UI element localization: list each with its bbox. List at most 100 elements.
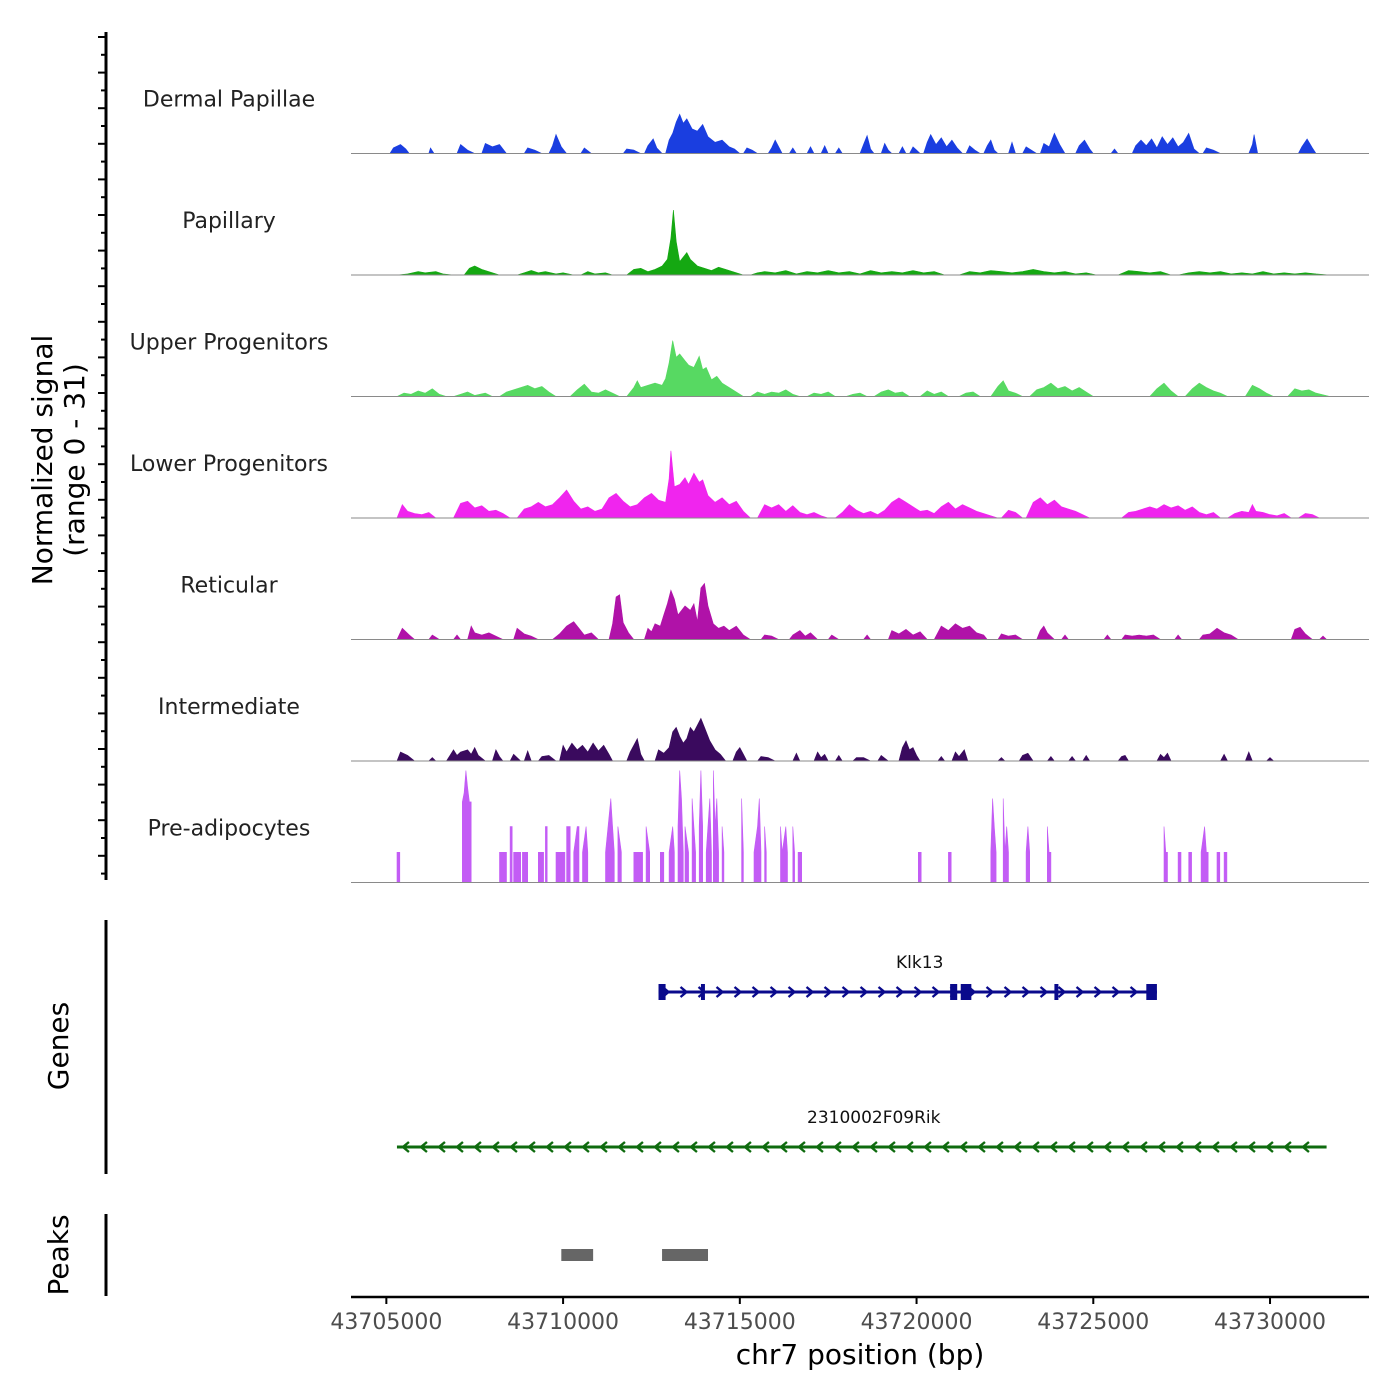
strand-arrow [1067,1141,1076,1153]
strand-arrow [1157,1141,1166,1153]
track-label: Lower Progenitors [130,452,328,477]
strand-arrow [1057,986,1067,998]
strand-arrow [1283,1141,1292,1153]
signal-area [389,113,1317,154]
signal-area [396,717,1275,762]
track-reticular: Reticular [180,574,1369,640]
strand-arrow [715,986,725,998]
strand-arrow [1229,1141,1238,1153]
x-axis-title: chr7 position (bp) [736,1338,985,1371]
strand-arrow [1301,1141,1310,1153]
strand-arrow [995,1141,1004,1153]
track-label: Pre-adipocytes [148,817,311,842]
gene-exon [960,984,972,1000]
strand-arrow [1103,1141,1112,1153]
peak-region [561,1249,594,1261]
x-tick-label: 43725000 [1037,1310,1149,1335]
strand-arrow [527,1141,536,1153]
gene-exon [700,984,705,1000]
strand-arrow [977,1141,986,1153]
strand-arrow [985,986,995,998]
strand-arrow [1175,1141,1184,1153]
strand-arrow [931,986,941,998]
strand-arrow [689,1141,698,1153]
strand-arrow [787,986,797,998]
strand-arrow [1129,986,1139,998]
strand-arrow [1139,1141,1148,1153]
strand-arrow [1265,1141,1274,1153]
strand-arrow [455,1141,464,1153]
x-tick-label: 43705000 [330,1310,442,1335]
peaks-panel: Peaks [42,1214,709,1296]
gene-exon [1146,984,1157,1000]
strand-arrow [545,1141,554,1153]
strand-arrow [805,986,815,998]
strand-arrow [797,1141,806,1153]
signal-area [396,340,1331,397]
track-label: Papillary [182,209,276,234]
gene-exon [658,984,666,1000]
strand-arrow [635,1141,644,1153]
strand-arrow [1021,986,1031,998]
strand-arrow [815,1141,824,1153]
strand-arrow [1093,986,1103,998]
strand-arrow [563,1141,572,1153]
track-pre-adipocytes: Pre-adipocytes [148,770,1369,883]
strand-arrow [581,1141,590,1153]
signal-tracks: Dermal Papillae Papillary Upper Progenitor… [130,88,1369,883]
strand-arrow [679,986,689,998]
strand-arrow [841,986,851,998]
strand-arrow [599,1141,608,1153]
strand-arrow [1247,1141,1256,1153]
strand-arrow [401,1141,410,1153]
strand-arrow [437,1141,446,1153]
x-axis: 43705000 43710000 43715000 43720000 43725000… [330,1295,1369,1371]
peak-regions [561,1249,709,1261]
strand-arrow [419,1141,428,1153]
gene-2310002f09rik: 2310002F09Rik [396,1108,1327,1153]
genes-panel-label: Genes [42,1002,75,1090]
strand-arrow [1039,986,1049,998]
strand-arrow [887,1141,896,1153]
x-tick-label: 43715000 [684,1310,796,1335]
strand-arrow [1193,1141,1202,1153]
strand-arrow [1003,986,1013,998]
x-tick-label: 43720000 [861,1310,973,1335]
strand-arrow [1031,1141,1040,1153]
strand-arrow [859,986,869,998]
signal-area [396,770,1228,883]
signal-y-axis-title: Normalized signal [26,335,59,586]
strand-arrow [1211,1141,1220,1153]
strand-arrow [653,1141,662,1153]
track-upper-progenitors: Upper Progenitors [130,331,1369,397]
strand-arrow [823,986,833,998]
gene-exon [950,984,958,1000]
strand-arrow [617,1141,626,1153]
strand-arrow [779,1141,788,1153]
x-tick-label: 43730000 [1214,1310,1326,1335]
strand-arrow [743,1141,752,1153]
gene-models: Klk13 2310002F09Rik [396,953,1327,1153]
track-label: Reticular [180,574,278,599]
track-lower-progenitors: Lower Progenitors [130,450,1369,519]
strand-arrow [769,986,779,998]
strand-arrow [833,1141,842,1153]
gene-name: Klk13 [896,953,943,973]
strand-arrow [941,1141,950,1153]
strand-arrow [725,1141,734,1153]
strand-arrow [671,1141,680,1153]
track-label: Upper Progenitors [130,331,329,356]
strand-arrow [1075,986,1085,998]
strand-arrow [895,986,905,998]
strand-arrow [959,1141,968,1153]
strand-arrow [751,986,761,998]
strand-arrow [1085,1141,1094,1153]
peaks-panel-label: Peaks [42,1214,75,1295]
gene-name: 2310002F09Rik [807,1108,941,1128]
strand-arrow [923,1141,932,1153]
gene-klk13: Klk13 [658,953,1157,1000]
track-papillary: Papillary [182,209,1369,276]
strand-arrow [707,1141,716,1153]
peak-region [662,1249,709,1261]
